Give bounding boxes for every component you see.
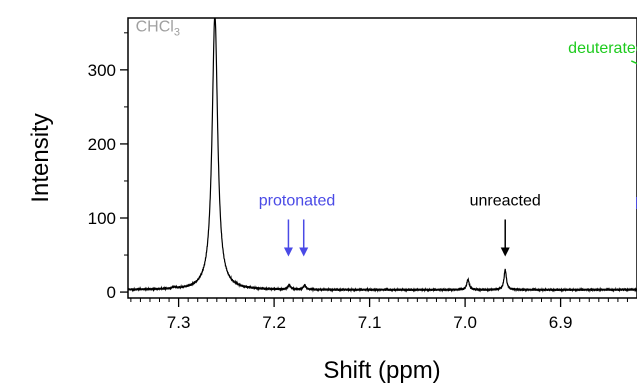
y-tick-label: 300 [88, 61, 116, 80]
y-axis-title: Intensity [27, 113, 54, 202]
annotation-arrow-shaft [630, 60, 637, 65]
x-tick-label: 6.9 [549, 313, 573, 332]
annotation-label: unreacted [470, 192, 541, 209]
y-tick-label: 0 [107, 283, 116, 302]
y-axis: 0 100 200 300 [88, 32, 128, 302]
spectrum-line [128, 18, 637, 293]
x-tick-label: 7.2 [262, 313, 286, 332]
x-tick-label: 7.3 [167, 313, 191, 332]
x-axis-title: Shift (ppm) [323, 357, 440, 384]
annotation-unreacted: unreacted [470, 192, 541, 257]
annotations: CHCl3 protonated unreacted protonated deuter… [136, 18, 637, 257]
annotation-label: CHCl3 [136, 18, 180, 38]
plot-frame [127, 17, 637, 299]
annotation-label: protonated [259, 192, 336, 209]
annotation-arrow-head [500, 247, 510, 257]
annotation-label: protonated [635, 192, 637, 209]
y-tick-label: 100 [88, 209, 116, 228]
annotation-label: deuterated [568, 40, 637, 57]
annotation-chcl3: CHCl3 [136, 18, 180, 38]
annotation-deuterated: deuterated [568, 40, 637, 65]
x-axis: 7.37.27.17.06.96.8 [130, 298, 628, 332]
annotation-arrow-head [299, 247, 309, 257]
x-tick-label: 7.1 [358, 313, 382, 332]
annotation-protonated-right: protonated [635, 192, 637, 209]
annotation-arrow-head [283, 247, 293, 257]
y-tick-label: 200 [88, 135, 116, 154]
annotation-protonated-left: protonated [259, 192, 336, 257]
x-tick-label: 7.0 [453, 313, 477, 332]
